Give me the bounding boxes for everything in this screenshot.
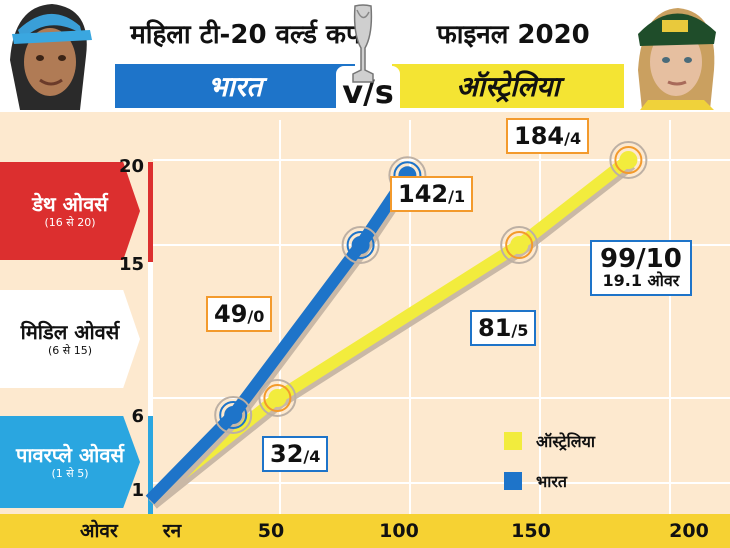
- x-tick-150: 150: [511, 520, 551, 542]
- team-india-band: भारत: [115, 64, 355, 108]
- callout-aus-20-wickets: /4: [564, 129, 582, 148]
- x-axis-label: ओवर: [80, 520, 118, 542]
- chart-title: महिला टी-20 वर्ल्ड कप फाइनल 2020: [100, 8, 620, 58]
- trophy-icon: [352, 4, 374, 83]
- callout-aus-6-score: 49: [214, 300, 248, 328]
- marker-ring-1-0-1: [219, 401, 248, 429]
- player-photo-right: [618, 0, 730, 110]
- phase-powerplay-overs: पावरप्ले ओवर्स (1 से 5): [0, 416, 140, 508]
- callout-ind-end: 99/10 19.1 ओवर: [590, 240, 692, 297]
- callout-ind-5-wickets: /4: [303, 447, 321, 466]
- team-india-label: भारत: [207, 70, 263, 103]
- callout-ind-end-score: 99/10: [600, 244, 682, 274]
- marker-ring-1-0-0: [214, 396, 253, 434]
- marker-india-1: [351, 236, 370, 254]
- y-tick-6: 6: [131, 406, 144, 427]
- phase-death-range: (16 से 20): [44, 215, 96, 229]
- x-tick-200: 200: [669, 520, 709, 542]
- team-australia-band: ऑस्ट्रेलिया: [392, 64, 624, 108]
- team-australia-label: ऑस्ट्रेलिया: [456, 70, 560, 103]
- death-overs-bar: [148, 162, 153, 262]
- callout-aus-15-score: 142: [398, 180, 449, 208]
- header: महिला टी-20 वर्ल्ड कप फाइनल 2020 भारत ऑस…: [0, 0, 730, 118]
- legend-australia-label: ऑस्ट्रेलिया: [536, 432, 596, 451]
- phase-middle-overs: मिडिल ओवर्स (6 से 15): [0, 290, 140, 388]
- marker-india-0: [224, 406, 243, 424]
- marker-ring-0-0-0: [258, 379, 297, 417]
- marker-ring-0-2-1: [614, 146, 643, 174]
- phase-middle-title: मिडिल ओवर्स: [20, 319, 120, 344]
- y-tick-15: 15: [118, 254, 144, 275]
- marker-ring-1-1-1: [346, 231, 375, 259]
- marker-australia-2: [619, 151, 638, 169]
- player-photo-left: [0, 0, 100, 110]
- callout-aus-6-overs: 49/0: [206, 296, 273, 332]
- title-left: महिला टी-20 वर्ल्ड कप: [130, 20, 361, 50]
- x-axis-band: [0, 514, 730, 548]
- callout-ind-15-wickets: /5: [511, 321, 529, 340]
- marker-australia-1: [510, 236, 529, 254]
- phase-powerplay-range: (1 से 5): [51, 466, 89, 480]
- legend-australia-swatch: [504, 432, 522, 450]
- callout-ind-end-overs: 19.1 ओवर: [602, 271, 680, 291]
- x-tick-50: 50: [257, 520, 285, 542]
- marker-ring-0-1-0: [500, 226, 539, 264]
- marker-ring-0-0-1: [263, 384, 292, 412]
- callout-ind-5-score: 32: [270, 440, 304, 468]
- callout-ind-15-overs: 81/5: [470, 310, 537, 346]
- legend-india-swatch: [504, 472, 522, 490]
- powerplay-overs-bar: [148, 416, 153, 514]
- y-tick-1: 1: [131, 480, 144, 501]
- run-axis-label: रन: [162, 520, 182, 542]
- legend-australia: ऑस्ट्रेलिया: [504, 430, 595, 452]
- callout-aus-20-overs: 184/4: [506, 118, 590, 154]
- y-tick-20: 20: [118, 156, 144, 177]
- phase-death-title: डेथ ओवर्स: [32, 191, 108, 216]
- callout-aus-20-score: 184: [514, 122, 565, 150]
- callout-aus-15-overs: 142/1: [390, 176, 474, 212]
- marker-ring-0-1-1: [505, 231, 534, 259]
- series-line-india: [145, 171, 413, 505]
- marker-ring-0-2-0: [609, 141, 648, 179]
- callout-ind-15-score: 81: [478, 314, 512, 342]
- phase-middle-range: (6 से 15): [47, 343, 92, 357]
- title-right: फाइनल 2020: [436, 20, 590, 50]
- legend-india-label: भारत: [536, 472, 568, 491]
- callout-aus-15-wickets: /1: [448, 187, 466, 206]
- legend-india: भारत: [504, 470, 567, 492]
- callout-ind-5-overs: 32/4: [262, 436, 329, 472]
- marker-ring-1-1-0: [341, 226, 380, 264]
- callout-aus-6-wickets: /0: [247, 307, 265, 326]
- phase-death-overs: डेथ ओवर्स (16 से 20): [0, 162, 140, 260]
- middle-overs-bar: [148, 262, 153, 416]
- x-tick-100: 100: [379, 520, 419, 542]
- marker-australia-0: [268, 389, 287, 407]
- phase-powerplay-title: पावरप्ले ओवर्स: [16, 442, 124, 467]
